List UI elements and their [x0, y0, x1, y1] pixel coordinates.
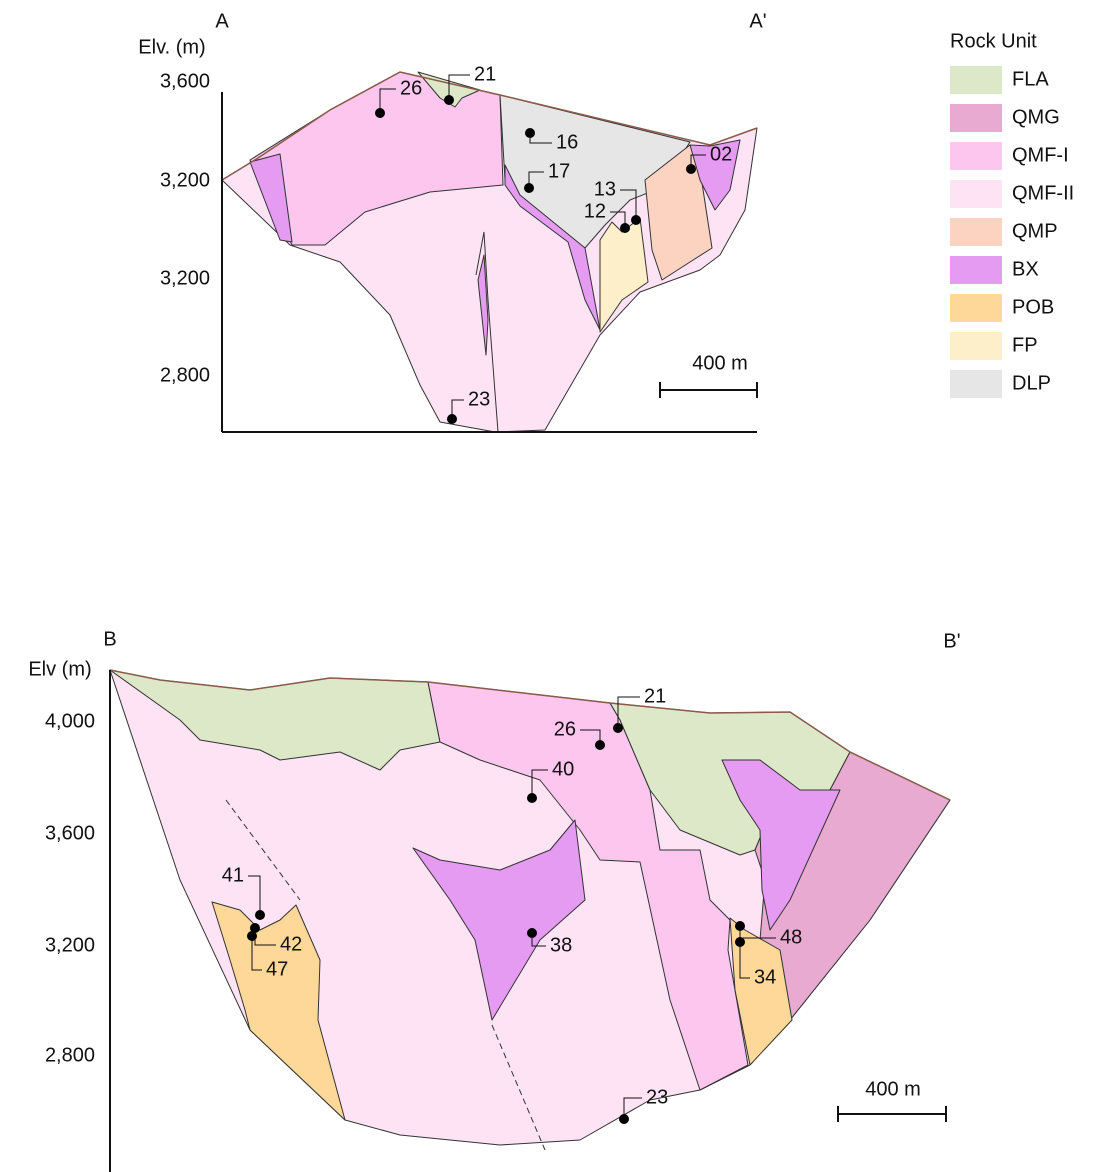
- sample-point: [595, 740, 605, 750]
- legend-swatch: [950, 180, 1002, 208]
- sample-label: 23: [646, 1086, 668, 1108]
- scale-label: 400 m: [865, 1078, 921, 1100]
- sample-point: [631, 215, 641, 225]
- sample-point: [735, 937, 745, 947]
- axis-title: Elv (m): [28, 658, 91, 680]
- legend-label: FP: [1012, 334, 1038, 356]
- unit-fp: [600, 218, 648, 332]
- legend-label: QMF-II: [1012, 182, 1074, 204]
- legend-swatch: [950, 370, 1002, 398]
- sample-label: 23: [468, 388, 490, 410]
- legend-label: QMP: [1012, 220, 1058, 242]
- sample-point: [444, 95, 454, 105]
- sample-point: [613, 723, 623, 733]
- sample-point: [527, 928, 537, 938]
- sample-point: [247, 931, 257, 941]
- sample-point: [686, 164, 696, 174]
- sample-label: 40: [552, 758, 574, 780]
- sample-label: 21: [474, 63, 496, 85]
- axis-title: Elv. (m): [138, 36, 205, 58]
- sample-point: [525, 128, 535, 138]
- legend-label: QMG: [1012, 106, 1060, 128]
- sample-label: 47: [266, 958, 288, 980]
- y-tick-label: 3,600: [45, 822, 95, 844]
- y-tick-label: 3,200: [160, 267, 210, 289]
- sample-point: [447, 414, 457, 424]
- sample-label: 38: [550, 934, 572, 956]
- section-end-label: B': [943, 630, 960, 652]
- legend-label: DLP: [1012, 372, 1051, 394]
- legend-title: Rock Unit: [950, 30, 1037, 52]
- legend-label: FLA: [1012, 68, 1049, 90]
- cross-sections: A A' Elv. (m) 3,600 3,200 3,200 2,800 40…: [0, 0, 1094, 1172]
- legend-swatch: [950, 66, 1002, 94]
- legend-swatch: [950, 332, 1002, 360]
- legend: Rock Unit FLA QMG QMF-I QMF-II QMP BX POB FP DLP: [950, 30, 1074, 398]
- sample-point: [735, 921, 745, 931]
- scale-label: 400 m: [692, 352, 748, 374]
- scale-bar: [660, 382, 757, 398]
- section-end-label: A': [749, 10, 766, 32]
- y-tick-label: 3,600: [160, 70, 210, 92]
- section-end-label: A: [215, 10, 229, 32]
- scale-bar: [838, 1106, 946, 1122]
- sample-point: [255, 910, 265, 920]
- y-tick-label: 3,200: [160, 169, 210, 191]
- sample-label: 13: [594, 178, 616, 200]
- sample-point: [524, 183, 534, 193]
- sample-point: [375, 108, 385, 118]
- legend-label: POB: [1012, 296, 1054, 318]
- sample-label: 48: [780, 926, 802, 948]
- sample-label: 17: [548, 160, 570, 182]
- y-tick-label: 4,000: [45, 710, 95, 732]
- sample-label: 12: [584, 200, 606, 222]
- sample-label: 16: [556, 131, 578, 153]
- y-tick-label: 2,800: [160, 364, 210, 386]
- sample-label: 21: [644, 685, 666, 707]
- sample-label: 02: [710, 143, 732, 165]
- legend-label: QMF-I: [1012, 144, 1069, 166]
- legend-swatch: [950, 218, 1002, 246]
- legend-swatch: [950, 142, 1002, 170]
- sample-label: 26: [400, 77, 422, 99]
- sample-point: [527, 793, 537, 803]
- y-tick-label: 2,800: [45, 1044, 95, 1066]
- section-a: A A' Elv. (m) 3,600 3,200 3,200 2,800 40…: [138, 10, 766, 432]
- legend-swatch: [950, 294, 1002, 322]
- legend-swatch: [950, 256, 1002, 284]
- sample-point: [619, 1114, 629, 1124]
- sample-point: [620, 223, 630, 233]
- section-b: B B' Elv (m) 4,000 3,600 3,200 2,800 400…: [28, 628, 960, 1172]
- sample-label: 34: [754, 966, 776, 988]
- y-tick-label: 3,200: [45, 934, 95, 956]
- sample-label: 41: [222, 864, 244, 886]
- sample-label: 42: [280, 933, 302, 955]
- legend-label: BX: [1012, 258, 1039, 280]
- sample-label: 26: [554, 718, 576, 740]
- section-end-label: B: [103, 628, 116, 650]
- legend-swatch: [950, 104, 1002, 132]
